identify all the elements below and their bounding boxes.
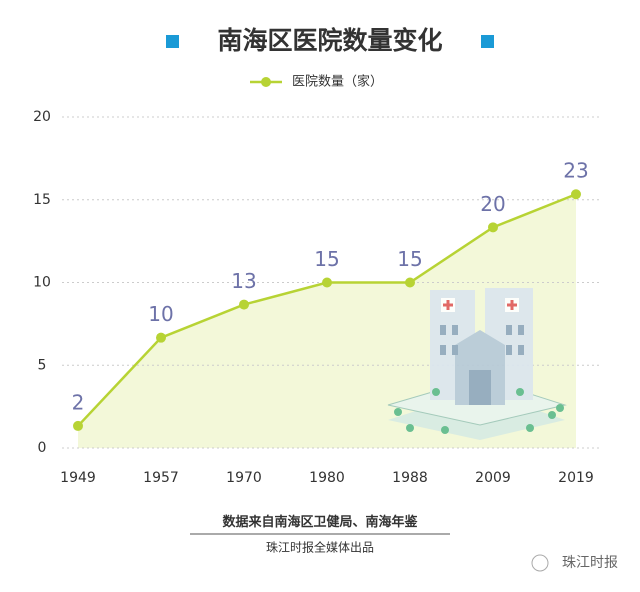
x-tick-label: 2009: [475, 470, 511, 486]
point: [488, 222, 498, 233]
point: [73, 420, 83, 431]
x-tick-label: 1970: [226, 470, 262, 486]
y-tick-label: 20: [33, 109, 51, 125]
y-tick-label: 10: [33, 275, 51, 291]
data-label: 15: [314, 247, 339, 271]
legend-label: 医院数量（家）: [292, 74, 383, 90]
watermark: 珠江时报: [562, 555, 618, 571]
data-label: 15: [397, 247, 422, 271]
data-label: 2: [72, 390, 85, 414]
y-tick-label: 15: [33, 192, 51, 208]
data-label: 13: [231, 269, 256, 293]
data-label: 23: [563, 159, 588, 183]
point: [239, 299, 249, 310]
watermark-icon: [531, 554, 549, 572]
title-marker: [166, 35, 179, 48]
y-tick-label: 0: [38, 440, 47, 456]
source: 数据来自南海区卫健局、南海年鉴: [222, 514, 418, 529]
data-label: 20: [480, 192, 505, 216]
x-tick-label: 1949: [60, 470, 96, 486]
data-label: 10: [148, 302, 173, 326]
x-tick-label: 2019: [558, 470, 594, 486]
hospital-illustration: [387, 288, 567, 440]
point: [322, 277, 332, 288]
point: [405, 277, 415, 288]
x-tick-label: 1980: [309, 470, 345, 486]
legend-marker: [261, 77, 271, 87]
credit: 珠江时报全媒体出品: [266, 540, 374, 555]
x-tick-label: 1988: [392, 470, 428, 486]
point: [156, 332, 166, 343]
chart-title: 南海区医院数量变化: [217, 26, 442, 55]
y-tick-label: 5: [38, 357, 47, 373]
title-marker: [481, 35, 494, 48]
x-tick-label: 1957: [143, 470, 179, 486]
point: [571, 189, 581, 200]
